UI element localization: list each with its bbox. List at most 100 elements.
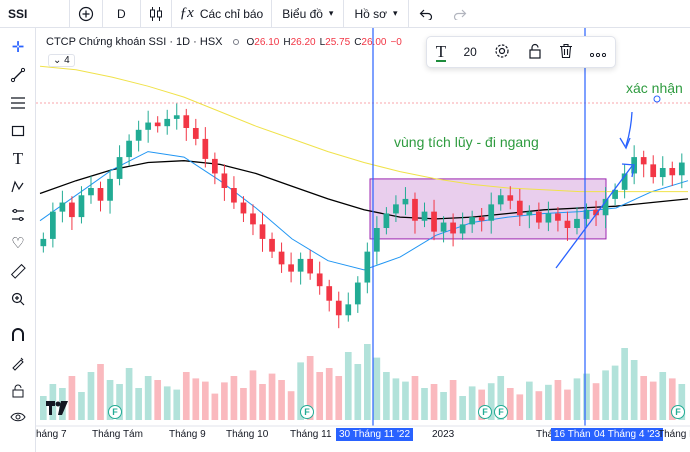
candle-body <box>345 304 352 316</box>
volume-bar <box>478 389 486 420</box>
magnet-tool[interactable] <box>0 322 36 348</box>
candle-body <box>526 211 533 216</box>
lock-button[interactable] <box>528 43 542 62</box>
volume-bar <box>182 372 190 420</box>
volume-bar <box>173 389 181 420</box>
candle-body <box>488 204 495 221</box>
chart-menu-button[interactable]: Biểu đồ ▾ <box>272 0 345 28</box>
volume-bar <box>545 384 552 420</box>
candle-body <box>612 189 618 199</box>
pattern-tool[interactable] <box>0 174 36 200</box>
chart-pane[interactable]: CTCP Chứng khoán SSI · 1D · HSX O26.10 H… <box>36 28 690 452</box>
candle-body <box>354 282 361 305</box>
ma-blue-line <box>39 151 689 271</box>
forecast-tool[interactable] <box>0 202 36 228</box>
candle-body <box>259 224 266 239</box>
candle-body <box>192 128 199 139</box>
candle-body <box>640 157 647 165</box>
financials-badge[interactable]: F <box>108 405 122 419</box>
lock-drawing-tool[interactable] <box>0 350 36 376</box>
confirm-annotation[interactable]: xác nhận <box>626 80 683 96</box>
lock-icon <box>528 43 541 59</box>
rectangle-tool[interactable] <box>0 118 36 144</box>
x-axis-label: háng 7 <box>36 429 67 440</box>
candle-body <box>583 209 590 219</box>
fib-tool[interactable] <box>0 90 36 116</box>
magnet-icon <box>12 328 24 341</box>
drawing-float-toolbar: T 20 <box>426 36 616 68</box>
candle-body <box>497 195 504 205</box>
financials-badge[interactable]: F <box>494 405 508 419</box>
profile-menu-button[interactable]: Hồ sơ ▾ <box>344 0 409 28</box>
forecast-icon <box>12 209 24 221</box>
redo-button[interactable] <box>443 0 477 28</box>
x-axis-label: Tháng 10 <box>226 429 269 440</box>
x-axis-label: Tháng 9 <box>169 429 206 440</box>
candle-body <box>50 211 56 239</box>
crosshair-icon: ✛ <box>11 39 25 56</box>
volume-bar <box>649 381 657 420</box>
candle-body <box>478 217 485 221</box>
zoom-in-tool[interactable] <box>0 286 36 312</box>
tradingview-logo-icon[interactable] <box>46 400 70 420</box>
lock-all-tool[interactable] <box>0 378 36 404</box>
ruler-tool[interactable] <box>0 258 36 284</box>
legend-close: C26.00 <box>354 36 387 48</box>
candle-body <box>288 264 294 272</box>
heart-icon: ♡ <box>11 235 25 252</box>
favorites-tool[interactable]: ♡ <box>0 230 36 256</box>
candle-body <box>250 213 256 225</box>
candle-body <box>59 202 66 212</box>
financials-badge[interactable]: F <box>671 405 685 419</box>
volume-bar <box>392 378 400 420</box>
interval-label: D <box>117 6 126 21</box>
symbol-label: SSI <box>8 6 28 21</box>
trend-line-tool[interactable] <box>0 62 36 88</box>
candle-body <box>659 168 666 178</box>
volume-bar <box>202 381 209 420</box>
candle-body <box>240 202 247 214</box>
volume-bar <box>373 357 381 420</box>
candle-body <box>431 211 437 232</box>
chart-type-button[interactable] <box>141 0 172 28</box>
hide-drawings-tool[interactable] <box>0 404 36 430</box>
volume-bar <box>192 378 200 420</box>
delete-button[interactable] <box>559 43 573 62</box>
volume-bar <box>325 368 333 420</box>
volume-bar <box>106 380 114 420</box>
candle-body <box>393 204 399 214</box>
volume-bar <box>154 380 162 420</box>
volume-bar <box>268 373 276 420</box>
financials-badge[interactable]: F <box>300 405 314 419</box>
price-chart[interactable] <box>36 28 690 452</box>
add-symbol-button[interactable] <box>70 0 103 28</box>
add-symbol-icon <box>78 6 94 21</box>
indicators-collapse-button[interactable]: ⌄ 4 <box>48 54 75 67</box>
volume-bar <box>468 386 476 420</box>
chevron-down-icon: ▾ <box>328 8 334 18</box>
zone-annotation[interactable]: vùng tích lũy - đi ngang <box>394 134 539 150</box>
x-axis-label: Tháng Tám <box>92 429 143 440</box>
undo-button[interactable] <box>409 0 443 28</box>
visibility-dot-icon[interactable] <box>232 39 239 45</box>
indicators-button[interactable]: ƒx Các chỉ báo <box>172 0 273 28</box>
symbol-search[interactable]: SSI <box>0 0 70 28</box>
candle-body <box>326 286 333 301</box>
legend-high: H26.20 <box>283 36 316 48</box>
candle-body <box>88 188 94 196</box>
candle-body <box>364 251 371 283</box>
candle-body <box>221 173 228 188</box>
volume-bar <box>163 386 171 420</box>
font-size-button[interactable]: 20 <box>463 45 477 59</box>
volume-bar <box>287 391 295 420</box>
crosshair-tool[interactable]: ✛ <box>0 34 36 60</box>
settings-button[interactable] <box>494 43 510 62</box>
ma-yellow-line <box>39 65 688 193</box>
financials-badge[interactable]: F <box>478 405 492 419</box>
volume-bar <box>459 396 466 420</box>
more-button[interactable] <box>590 44 607 60</box>
text-color-button[interactable]: T <box>435 41 447 62</box>
text-tool[interactable]: T <box>0 146 36 172</box>
interval-button[interactable]: D <box>103 0 141 28</box>
candle-body <box>164 118 171 127</box>
